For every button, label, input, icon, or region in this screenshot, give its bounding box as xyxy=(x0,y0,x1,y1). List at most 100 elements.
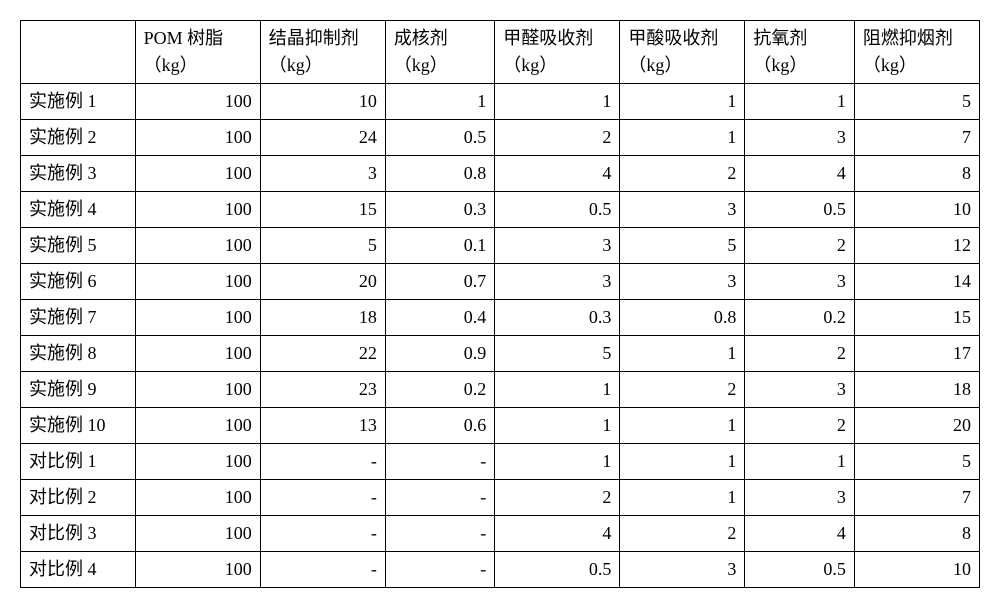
cell-value: 12 xyxy=(854,228,979,264)
cell-value: 7 xyxy=(854,120,979,156)
table-header-row: POM 树脂（kg） 结晶抑制剂（kg） 成核剂（kg） 甲醛吸收剂（kg） 甲… xyxy=(21,21,980,84)
cell-value: 10 xyxy=(854,192,979,228)
table-row: 实施例 11001011115 xyxy=(21,84,980,120)
cell-value: 1 xyxy=(620,480,745,516)
cell-value: 0.9 xyxy=(385,336,494,372)
cell-value: 0.3 xyxy=(495,300,620,336)
cell-value: 1 xyxy=(745,84,854,120)
row-label: 实施例 10 xyxy=(21,408,136,444)
col-header-formald: 甲醛吸收剂（kg） xyxy=(495,21,620,84)
cell-value: 20 xyxy=(854,408,979,444)
table-row: 实施例 4100150.30.530.510 xyxy=(21,192,980,228)
cell-value: 8 xyxy=(854,516,979,552)
table-row: 实施例 9100230.212318 xyxy=(21,372,980,408)
cell-value: 3 xyxy=(745,120,854,156)
cell-value: - xyxy=(260,516,385,552)
cell-value: - xyxy=(260,444,385,480)
cell-value: 1 xyxy=(620,408,745,444)
cell-value: 100 xyxy=(135,120,260,156)
cell-value: 0.1 xyxy=(385,228,494,264)
cell-value: 2 xyxy=(745,228,854,264)
cell-value: 1 xyxy=(620,84,745,120)
cell-value: - xyxy=(385,552,494,588)
cell-value: 100 xyxy=(135,300,260,336)
cell-value: 100 xyxy=(135,228,260,264)
table-row: 对比例 2100--2137 xyxy=(21,480,980,516)
col-header-nucl: 成核剂（kg） xyxy=(385,21,494,84)
table-row: 实施例 310030.84248 xyxy=(21,156,980,192)
cell-value: 0.6 xyxy=(385,408,494,444)
cell-value: - xyxy=(385,516,494,552)
cell-value: 17 xyxy=(854,336,979,372)
cell-value: 15 xyxy=(854,300,979,336)
cell-value: 7 xyxy=(854,480,979,516)
cell-value: 4 xyxy=(745,516,854,552)
cell-value: 1 xyxy=(745,444,854,480)
col-header-pom: POM 树脂（kg） xyxy=(135,21,260,84)
cell-value: 100 xyxy=(135,156,260,192)
cell-value: 3 xyxy=(620,552,745,588)
cell-value: 3 xyxy=(745,480,854,516)
cell-value: - xyxy=(260,552,385,588)
cell-value: 0.5 xyxy=(745,192,854,228)
cell-value: 3 xyxy=(495,228,620,264)
cell-value: 14 xyxy=(854,264,979,300)
cell-value: 100 xyxy=(135,444,260,480)
cell-value: 3 xyxy=(495,264,620,300)
table-row: 实施例 510050.135212 xyxy=(21,228,980,264)
cell-value: 3 xyxy=(620,264,745,300)
cell-value: 5 xyxy=(495,336,620,372)
cell-value: 1 xyxy=(495,408,620,444)
cell-value: 0.8 xyxy=(620,300,745,336)
cell-value: 2 xyxy=(620,156,745,192)
cell-value: 100 xyxy=(135,516,260,552)
cell-value: - xyxy=(385,444,494,480)
row-label: 实施例 2 xyxy=(21,120,136,156)
cell-value: 24 xyxy=(260,120,385,156)
cell-value: 1 xyxy=(620,336,745,372)
cell-value: 2 xyxy=(745,408,854,444)
table-body: 实施例 11001011115实施例 2100240.52137实施例 3100… xyxy=(21,84,980,588)
row-label: 对比例 1 xyxy=(21,444,136,480)
cell-value: 1 xyxy=(495,84,620,120)
cell-value: 5 xyxy=(620,228,745,264)
col-header-flame: 阻燃抑烟剂（kg） xyxy=(854,21,979,84)
cell-value: 0.4 xyxy=(385,300,494,336)
cell-value: 15 xyxy=(260,192,385,228)
cell-value: 4 xyxy=(745,156,854,192)
col-header-antiox: 抗氧剂（kg） xyxy=(745,21,854,84)
table-row: 实施例 7100180.40.30.80.215 xyxy=(21,300,980,336)
cell-value: 0.2 xyxy=(745,300,854,336)
cell-value: 1 xyxy=(495,444,620,480)
row-label: 对比例 2 xyxy=(21,480,136,516)
cell-value: 2 xyxy=(495,120,620,156)
cell-value: - xyxy=(260,480,385,516)
cell-value: 18 xyxy=(854,372,979,408)
cell-value: 0.2 xyxy=(385,372,494,408)
row-label: 实施例 1 xyxy=(21,84,136,120)
col-header-cryst: 结晶抑制剂（kg） xyxy=(260,21,385,84)
cell-value: 1 xyxy=(385,84,494,120)
row-label: 实施例 5 xyxy=(21,228,136,264)
cell-value: 0.8 xyxy=(385,156,494,192)
col-header-rowlabel xyxy=(21,21,136,84)
row-label: 对比例 4 xyxy=(21,552,136,588)
table-row: 实施例 10100130.611220 xyxy=(21,408,980,444)
cell-value: 1 xyxy=(620,444,745,480)
cell-value: 18 xyxy=(260,300,385,336)
cell-value: 3 xyxy=(260,156,385,192)
row-label: 对比例 3 xyxy=(21,516,136,552)
cell-value: 1 xyxy=(620,120,745,156)
cell-value: 0.5 xyxy=(495,192,620,228)
cell-value: 100 xyxy=(135,408,260,444)
cell-value: 100 xyxy=(135,264,260,300)
row-label: 实施例 4 xyxy=(21,192,136,228)
cell-value: 20 xyxy=(260,264,385,300)
cell-value: 100 xyxy=(135,84,260,120)
cell-value: 5 xyxy=(854,84,979,120)
cell-value: 5 xyxy=(854,444,979,480)
table-row: 实施例 6100200.733314 xyxy=(21,264,980,300)
col-header-formic: 甲酸吸收剂（kg） xyxy=(620,21,745,84)
row-label: 实施例 6 xyxy=(21,264,136,300)
cell-value: 0.5 xyxy=(745,552,854,588)
